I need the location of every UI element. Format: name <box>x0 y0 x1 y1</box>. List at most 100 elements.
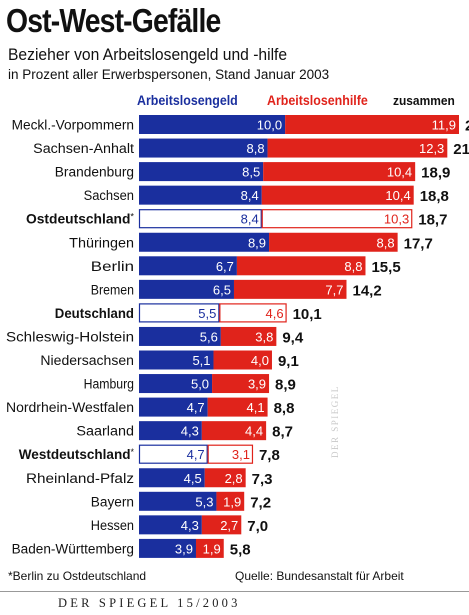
value-label-arbeitslosenhilfe-nordrhein-westfalen: 4,1 <box>247 400 265 415</box>
value-label-arbeitslosenhilfe-meckl-vorpommern: 11,9 <box>432 118 456 133</box>
value-label-arbeitslosengeld-sachsen-anhalt: 8,8 <box>247 141 265 156</box>
category-label-ostdeutschland: Ostdeutschland * <box>26 212 134 227</box>
bar-arbeitslosengeld-hessen <box>139 515 202 535</box>
total-label-berlin: 15,5 <box>371 259 400 276</box>
value-label-arbeitslosenhilfe-baden-württemberg: 1,9 <box>203 541 221 556</box>
value-label-arbeitslosenhilfe-brandenburg: 10,4 <box>387 165 412 180</box>
bar-arbeitslosengeld-berlin <box>139 256 237 276</box>
stacked-bar-chart: Meckl.-Vorpommern 10,0 11,9 21,9 Sachsen-Anh… <box>6 115 469 558</box>
value-label-arbeitslosengeld-brandenburg: 8,5 <box>242 165 260 180</box>
legend-arbeitslosengeld: Arbeitslosengeld <box>137 93 238 108</box>
value-label-arbeitslosenhilfe-sachsen-anhalt: 12,3 <box>419 141 444 156</box>
chart-subtitle-detail: in Prozent aller Erwerbspersonen, Stand … <box>8 67 330 82</box>
value-label-arbeitslosengeld-ostdeutschland: 8,4 <box>241 212 259 227</box>
category-label-sachsen: Sachsen <box>84 188 134 203</box>
value-label-arbeitslosengeld-niedersachsen: 5,1 <box>192 353 210 368</box>
total-label-brandenburg: 18,9 <box>421 165 450 182</box>
value-label-arbeitslosengeld-baden-württemberg: 3,9 <box>175 541 193 556</box>
bar-arbeitslosenhilfe-berlin <box>236 256 366 276</box>
bar-arbeitslosenhilfe-baden-württemberg <box>195 538 224 558</box>
value-label-arbeitslosengeld-thüringen: 8,9 <box>248 235 266 250</box>
footnote: *Berlin zu Ostdeutschland <box>8 569 147 583</box>
value-label-arbeitslosenhilfe-westdeutschland: 3,1 <box>232 447 250 462</box>
category-label-hamburg: Hamburg <box>84 377 134 392</box>
category-label-saarland: Saarland <box>76 424 134 439</box>
bar-arbeitslosenhilfe-bayern <box>216 491 245 511</box>
category-label-brandenburg: Brandenburg <box>55 165 134 180</box>
category-label-rheinland-pfalz: Rheinland-Pfalz <box>26 471 134 486</box>
value-label-arbeitslosengeld-hamburg: 5,0 <box>191 377 209 392</box>
bar-arbeitslosenhilfe-hamburg <box>212 374 270 394</box>
magazine-footer: DER SPIEGEL 15/2003 <box>58 596 241 610</box>
value-label-arbeitslosengeld-bremen: 6,5 <box>213 282 231 297</box>
bar-arbeitslosenhilfe-saarland <box>201 421 267 441</box>
bar-arbeitslosenhilfe-thüringen <box>269 232 398 252</box>
value-label-arbeitslosengeld-saarland: 4,3 <box>181 424 199 439</box>
bar-arbeitslosengeld-niedersachsen <box>139 350 214 370</box>
total-label-niedersachsen: 9,1 <box>278 353 299 370</box>
value-label-arbeitslosenhilfe-schleswig-holstein: 3,8 <box>255 329 273 344</box>
category-label-nordrhein-westfalen: Nordrhein-Westfalen <box>6 400 134 415</box>
category-label-sachsen-anhalt: Sachsen-Anhalt <box>33 141 134 156</box>
category-label-westdeutschland: Westdeutschland* <box>19 447 135 462</box>
value-label-arbeitslosenhilfe-rheinland-pfalz: 2,8 <box>225 471 243 486</box>
footnote-marker: * <box>130 447 134 457</box>
total-label-westdeutschland: 7,8 <box>259 447 280 464</box>
bar-arbeitslosengeld-saarland <box>139 421 202 441</box>
category-label-niedersachsen: Niedersachsen <box>40 353 134 368</box>
bar-arbeitslosengeld-rheinland-pfalz <box>139 468 205 488</box>
value-label-arbeitslosenhilfe-ostdeutschland: 10,3 <box>384 212 409 227</box>
value-label-arbeitslosenhilfe-bayern: 1,9 <box>223 494 241 509</box>
legend-zusammen: zusammen <box>393 93 455 108</box>
bar-arbeitslosengeld-sachsen <box>139 185 262 205</box>
bar-arbeitslosengeld-nordrhein-westfalen <box>139 397 208 417</box>
bar-arbeitslosenhilfe-sachsen-anhalt <box>267 138 448 158</box>
total-label-sachsen-anhalt: 21,1 <box>453 141 469 158</box>
category-label-hessen: Hessen <box>91 518 134 533</box>
category-label-bremen: Bremen <box>91 282 134 297</box>
total-label-meckl-vorpommern: 21,9 <box>465 118 469 135</box>
chart-title: Ost-West-Gefälle <box>6 2 221 39</box>
total-label-nordrhein-westfalen: 8,8 <box>274 400 295 417</box>
value-label-arbeitslosenhilfe-hessen: 2,7 <box>220 518 238 533</box>
category-label-baden-württemberg: Baden-Württemberg <box>12 541 134 556</box>
total-label-schleswig-holstein: 9,4 <box>282 329 304 346</box>
value-label-arbeitslosenhilfe-saarland: 4,4 <box>245 424 263 439</box>
category-label-berlin: Berlin <box>91 259 134 274</box>
bar-arbeitslosengeld-schleswig-holstein <box>139 326 221 346</box>
total-label-ostdeutschland: 18,7 <box>418 212 447 229</box>
value-label-arbeitslosenhilfe-niedersachsen: 4,0 <box>251 353 269 368</box>
value-label-arbeitslosenhilfe-hamburg: 3,9 <box>248 377 266 392</box>
bar-arbeitslosenhilfe-sachsen <box>261 185 414 205</box>
bar-arbeitslosenhilfe-ostdeutschland <box>261 209 413 229</box>
total-label-hessen: 7,0 <box>247 518 268 535</box>
bar-arbeitslosengeld-meckl-vorpommern <box>139 115 286 134</box>
value-label-arbeitslosengeld-sachsen: 8,4 <box>241 188 259 203</box>
bar-arbeitslosengeld-bremen <box>139 279 234 299</box>
bar-arbeitslosengeld-brandenburg <box>139 162 264 182</box>
bar-arbeitslosenhilfe-rheinland-pfalz <box>204 468 246 488</box>
value-label-arbeitslosengeld-nordrhein-westfalen: 4,7 <box>187 400 205 415</box>
category-label-deutschland: Deutschland <box>55 306 134 321</box>
bar-arbeitslosengeld-thüringen <box>139 232 270 252</box>
footnote-marker: * <box>130 212 134 222</box>
value-label-arbeitslosenhilfe-deutschland: 4,6 <box>266 306 284 321</box>
total-label-saarland: 8,7 <box>272 424 293 441</box>
category-label-schleswig-holstein: Schleswig-Holstein <box>6 329 134 344</box>
bar-arbeitslosengeld-westdeutschland <box>138 444 208 464</box>
bar-arbeitslosenhilfe-westdeutschland <box>207 444 254 464</box>
total-label-rheinland-pfalz: 7,3 <box>252 471 273 488</box>
value-label-arbeitslosengeld-rheinland-pfalz: 4,5 <box>184 471 202 486</box>
bar-arbeitslosengeld-baden-württemberg <box>139 538 196 558</box>
total-label-baden-württemberg: 5,8 <box>230 541 251 558</box>
total-label-thüringen: 17,7 <box>404 235 433 252</box>
legend-arbeitslosenhilfe: Arbeitslosenhilfe <box>267 93 368 108</box>
value-label-arbeitslosengeld-westdeutschland: 4,7 <box>187 447 205 462</box>
bar-arbeitslosengeld-bayern <box>139 491 217 511</box>
value-label-arbeitslosengeld-schleswig-holstein: 5,6 <box>200 329 218 344</box>
category-label-meckl-vorpommern: Meckl.-Vorpommern <box>12 118 134 133</box>
value-label-arbeitslosenhilfe-berlin: 8,8 <box>344 259 362 274</box>
chart-subtitle: Bezieher von Arbeitslosengeld und -hilfe <box>8 45 288 64</box>
bar-arbeitslosengeld-hamburg <box>139 374 213 394</box>
value-label-arbeitslosengeld-hessen: 4,3 <box>181 518 199 533</box>
